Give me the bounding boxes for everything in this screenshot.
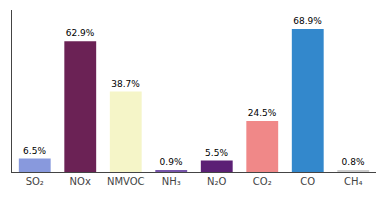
svg-text:38.7%: 38.7% [111, 79, 140, 89]
svg-text:CO: CO [300, 176, 315, 187]
svg-text:5.5%: 5.5% [205, 148, 228, 158]
svg-text:CO₂: CO₂ [253, 176, 272, 187]
svg-text:68.9%: 68.9% [293, 16, 322, 26]
svg-text:24.5%: 24.5% [248, 108, 277, 118]
svg-text:N₂O: N₂O [207, 176, 226, 187]
svg-text:CH₄: CH₄ [344, 176, 363, 187]
svg-text:NH₃: NH₃ [162, 176, 181, 187]
svg-text:0.9%: 0.9% [160, 157, 183, 167]
svg-text:NMVOC: NMVOC [107, 176, 145, 187]
svg-text:0.8%: 0.8% [342, 157, 365, 167]
svg-text:SO₂: SO₂ [26, 176, 44, 187]
svg-text:62.9%: 62.9% [66, 28, 95, 38]
svg-text:NOx: NOx [70, 176, 91, 187]
svg-text:6.5%: 6.5% [23, 146, 46, 156]
